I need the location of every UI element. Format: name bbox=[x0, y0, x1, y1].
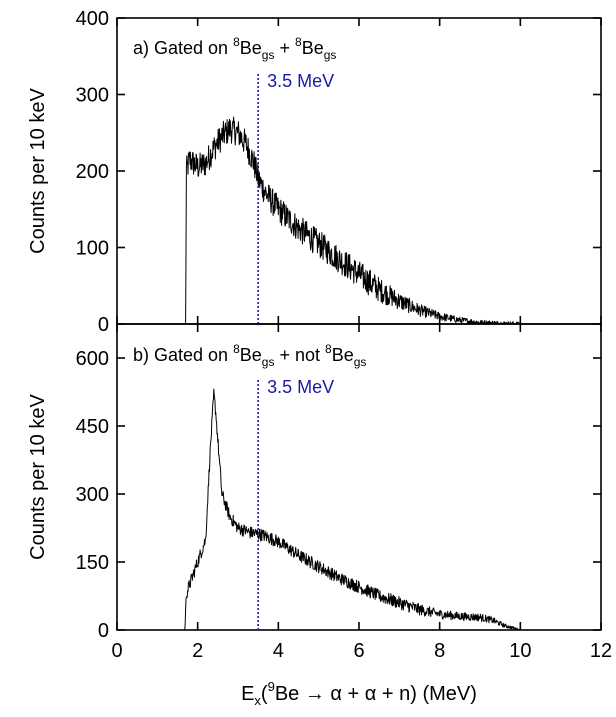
panel-a-frame bbox=[116, 17, 602, 325]
panel-a-y-tick-label: 400 bbox=[76, 8, 109, 30]
x-axis-label: Ex(9Be → α + α + n) (MeV) bbox=[241, 679, 477, 708]
x-axis-ticks: 0 2 4 6 8 10 12 bbox=[111, 640, 612, 662]
panel-b-y-tick-label: 450 bbox=[76, 416, 109, 438]
panel-a-label: a) Gated on 8Begs + 8Begs bbox=[133, 35, 336, 62]
panel-a-y-tick-label: 200 bbox=[76, 161, 109, 183]
panel-a: 0 100 200 300 400 3.5 MeV a) Gated on 8Begs … bbox=[27, 8, 602, 336]
panel-b-marker-label: 3.5 MeV bbox=[267, 377, 334, 397]
x-tick-label: 4 bbox=[273, 640, 284, 662]
x-tick-label: 8 bbox=[434, 640, 445, 662]
panel-a-marker: 3.5 MeV bbox=[257, 71, 334, 324]
panel-b-y-tick-label: 150 bbox=[76, 552, 109, 574]
panel-a-y-tick-label: 100 bbox=[76, 238, 109, 260]
panel-b-y-axis-label: Counts per 10 keV bbox=[27, 394, 49, 560]
panel-b-marker: 3.5 MeV bbox=[257, 377, 334, 630]
panel-b-y-ticks: 0 150 300 450 600 bbox=[76, 324, 602, 642]
panel-b-y-tick-label: 300 bbox=[76, 484, 109, 506]
panel-a-y-tick-label: 0 bbox=[98, 314, 109, 336]
x-tick-label: 6 bbox=[353, 640, 364, 662]
panel-b-y-tick-label: 600 bbox=[76, 348, 109, 370]
x-tick-label: 2 bbox=[192, 640, 203, 662]
panel-a-y-ticks: 0 100 200 300 400 bbox=[76, 8, 602, 336]
panel-a-y-tick-label: 300 bbox=[76, 85, 109, 107]
panel-a-marker-label: 3.5 MeV bbox=[267, 71, 334, 91]
panel-b-y-tick-label: 0 bbox=[98, 620, 109, 642]
panel-b: 0 150 300 450 600 3.5 MeV b) Gated on 8Begs … bbox=[27, 323, 602, 642]
x-tick-label: 10 bbox=[509, 640, 531, 662]
panel-b-spectrum-line bbox=[181, 388, 541, 631]
panel-b-label: b) Gated on 8Begs + not 8Begs bbox=[133, 342, 366, 369]
panel-a-y-axis-label: Counts per 10 keV bbox=[27, 88, 49, 254]
panel-a-spectrum-line bbox=[181, 116, 541, 325]
x-tick-label: 0 bbox=[111, 640, 122, 662]
x-tick-label: 12 bbox=[590, 640, 612, 662]
